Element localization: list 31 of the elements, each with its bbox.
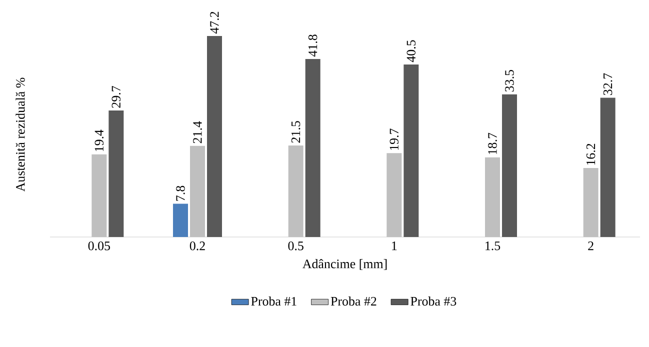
bar <box>305 59 320 237</box>
x-tick-label: 0.05 <box>88 242 110 250</box>
data-label: 19.4 <box>94 130 104 152</box>
y-axis-title: Austenită reziduală % <box>16 78 25 192</box>
data-label: 7.8 <box>176 186 185 201</box>
x-tick-label: 1 <box>392 242 397 250</box>
data-label: 41.8 <box>308 34 318 57</box>
legend-label: Proba #3 <box>410 296 456 306</box>
x-tick-label: 1.5 <box>486 242 500 250</box>
x-tick-label: 0.2 <box>190 242 205 250</box>
data-label: 18.7 <box>488 132 497 154</box>
legend-label: Proba #2 <box>330 296 376 306</box>
bar <box>108 110 124 237</box>
bar <box>207 36 222 237</box>
data-label: 19.7 <box>390 128 399 150</box>
bar <box>502 94 518 237</box>
data-label: 47.2 <box>210 12 219 34</box>
data-label: 16.2 <box>586 144 596 165</box>
data-label: 40.5 <box>406 40 416 62</box>
x-axis-title: Adâncime [mm] <box>302 259 387 270</box>
data-label: 29.7 <box>112 86 121 108</box>
data-label: 21.5 <box>291 121 300 143</box>
x-tick-label: 2 <box>588 242 594 250</box>
bar <box>173 204 188 237</box>
data-label: 21.4 <box>193 121 202 144</box>
data-label: 33.5 <box>505 70 514 92</box>
bar <box>600 98 616 237</box>
bar <box>404 64 419 237</box>
x-tick-label: 0.5 <box>288 242 304 250</box>
legend-label: Proba #1 <box>251 296 296 306</box>
data-label: 32.7 <box>603 73 612 95</box>
